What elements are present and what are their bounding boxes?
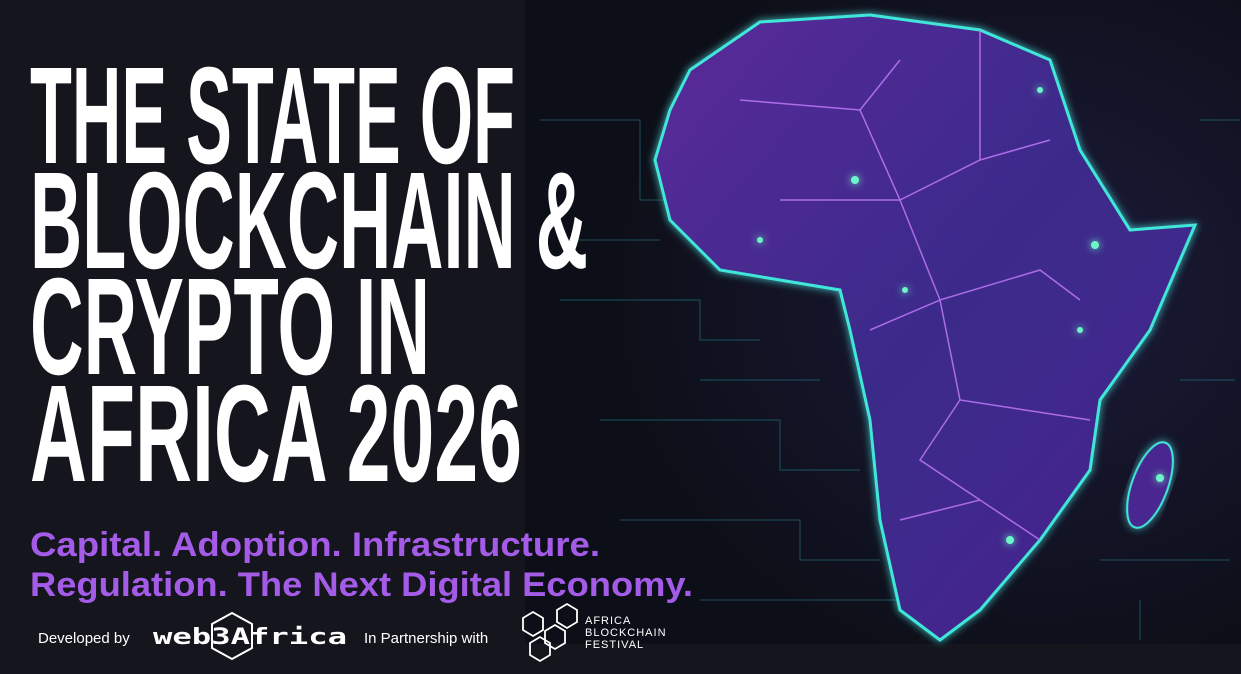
developer-logo: web3Africa	[153, 611, 347, 661]
madagascar	[1126, 441, 1174, 529]
developed-by: Developed by	[38, 630, 130, 647]
partner-logo-text: AFRICA	[585, 615, 631, 627]
partner-logo-text: BLOCKCHAIN	[585, 627, 667, 639]
partner-logo-text: FESTIVAL	[585, 639, 644, 651]
subtitle-line: Regulation. The Next Digital Economy.	[30, 566, 693, 604]
title-line: THE STATE OF	[30, 39, 515, 193]
title-line: CRYPTO IN	[30, 250, 430, 404]
subtitle-line: Capital. Adoption. Infrastructure.	[30, 526, 600, 564]
developer-logo-text: web3Africa	[153, 625, 347, 650]
circuit-lines	[540, 119, 1240, 640]
borders	[739, 30, 1091, 541]
title-line: BLOCKCHAIN &	[30, 144, 588, 298]
title: THE STATE OF BLOCKCHAIN & CRYPTO IN AFRI…	[30, 39, 588, 511]
partner-logo-icon	[522, 602, 578, 663]
africa-map	[653, 13, 1198, 642]
partnership: In Partnership with	[364, 630, 488, 647]
nodes	[757, 87, 1164, 544]
logo-hex	[211, 611, 253, 661]
title-line: AFRICA 2026	[30, 357, 522, 511]
